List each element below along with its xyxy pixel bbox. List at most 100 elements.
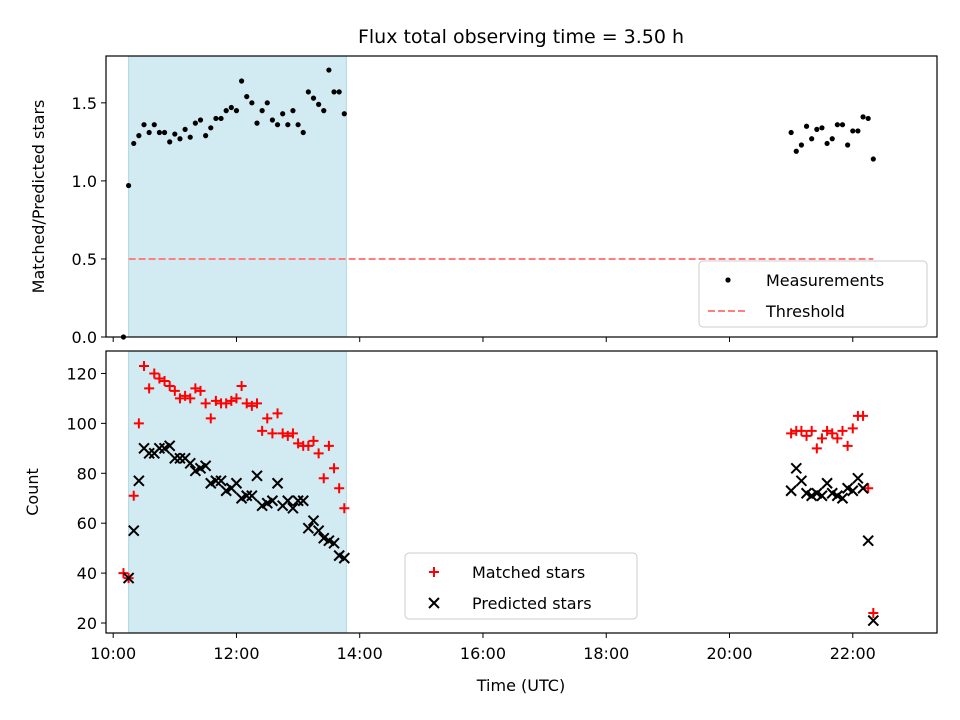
x-tick-label: 20:00	[706, 644, 752, 663]
predicted-star-point	[297, 495, 309, 507]
matched-star-point	[282, 430, 293, 441]
predicted-star-point	[790, 462, 802, 474]
measurement-point	[141, 122, 147, 128]
matched-star-point	[210, 395, 221, 406]
predicted-star-point	[143, 447, 155, 460]
count-legend-box	[404, 552, 638, 620]
predicted-star-point	[821, 477, 833, 489]
count-y-tick-label: 60	[77, 514, 97, 533]
matched-star-point	[190, 383, 201, 394]
measurement-point	[803, 123, 810, 129]
matched-star-point	[786, 428, 797, 439]
measurement-point	[136, 133, 142, 139]
measurement-point	[182, 126, 188, 132]
count-legend-label: Predicted stars	[472, 594, 592, 613]
matched-star-point	[313, 448, 324, 459]
matched-star-point	[149, 368, 160, 379]
measurement-point	[310, 95, 317, 101]
measurement-point	[131, 140, 137, 147]
measurement-point	[167, 139, 173, 145]
x-tick-label: 14:00	[337, 644, 383, 663]
ratio-legend-label: Threshold	[765, 302, 845, 321]
count-axes-frame	[105, 350, 938, 634]
count-y-tick-label: 20	[77, 614, 97, 633]
x-tick-label: 10:00	[90, 644, 136, 663]
measurement-point	[197, 117, 204, 123]
measurement-point	[290, 108, 296, 114]
predicted-star-point	[867, 614, 880, 627]
predicted-star-point	[862, 534, 874, 547]
count-y-axis-label: Count	[23, 468, 42, 516]
ratio-y-tick-label: 0.5	[72, 250, 97, 269]
ratio-legend-box	[698, 260, 928, 328]
count-legend: Matched stars Predicted stars	[404, 552, 638, 620]
predicted-star-point	[857, 482, 869, 494]
measurement-point	[845, 142, 851, 148]
matched-star-point	[323, 440, 334, 451]
predicted-star-point	[307, 514, 320, 527]
measurement-point	[316, 101, 322, 107]
matched-star-point	[868, 608, 879, 619]
matched-star-point	[164, 380, 175, 391]
measurement-point	[321, 108, 327, 114]
matched-star-point	[858, 410, 869, 421]
predicted-star-point	[795, 475, 808, 487]
matched-star-point	[251, 398, 262, 409]
matched-star-point	[842, 440, 853, 451]
matched-star-point	[236, 380, 247, 391]
measurement-point	[161, 129, 168, 136]
count-panel: 20 40 60 80 100 120 10:00 12:00 14:00 16:00 18:00 2…	[23, 350, 938, 663]
measurement-point	[341, 111, 347, 117]
count-series-0	[118, 360, 879, 619]
x-tick-label: 18:00	[583, 644, 629, 663]
matched-star-point	[226, 395, 237, 406]
measurement-point	[254, 120, 260, 126]
matched-star-point	[308, 435, 319, 446]
legend-measurement-marker	[725, 277, 731, 283]
matched-star-point	[200, 398, 211, 409]
matched-star-point	[205, 413, 216, 424]
predicted-star-point	[292, 495, 304, 507]
measurement-point	[839, 122, 846, 128]
matched-star-point	[847, 423, 858, 434]
measurement-point	[870, 156, 876, 162]
predicted-star-point	[169, 452, 181, 465]
x-tick-label: 22:00	[830, 644, 876, 663]
matched-star-point	[221, 398, 232, 409]
matched-star-point	[133, 418, 144, 429]
matched-star-point	[180, 390, 191, 401]
predicted-star-point	[199, 460, 212, 472]
measurement-point	[177, 136, 183, 142]
predicted-star-point	[847, 485, 859, 497]
matched-star-point	[293, 438, 304, 449]
measurement-point	[187, 134, 193, 140]
matched-star-point	[246, 400, 257, 411]
measurement-point	[855, 128, 861, 134]
predicted-star-point	[215, 475, 227, 487]
measurement-point	[819, 125, 825, 131]
ratio-y-tick-label: 0.0	[72, 328, 97, 347]
measurement-point	[285, 122, 291, 128]
count-y-tick-label: 120	[66, 364, 97, 383]
matched-star-point	[339, 503, 350, 514]
ratio-axes-frame	[105, 55, 938, 338]
predicted-star-point	[852, 472, 864, 484]
predicted-star-point	[184, 457, 196, 470]
measurement-point	[814, 126, 820, 132]
predicted-star-point	[338, 552, 351, 564]
measurement-point	[172, 131, 178, 137]
matched-star-point	[272, 408, 283, 419]
measurement-point	[151, 122, 157, 128]
matched-star-point	[334, 483, 345, 494]
predicted-star-point	[251, 470, 263, 482]
matched-star-point	[318, 473, 329, 484]
measurement-point	[788, 129, 794, 136]
x-tick-label: 16:00	[460, 644, 506, 663]
measurement-point	[336, 89, 342, 95]
matched-star-point	[262, 413, 273, 424]
predicted-star-point	[816, 490, 828, 502]
count-y-tick-label: 40	[77, 564, 97, 583]
predicted-star-point	[163, 440, 176, 452]
measurement-point	[264, 100, 270, 106]
